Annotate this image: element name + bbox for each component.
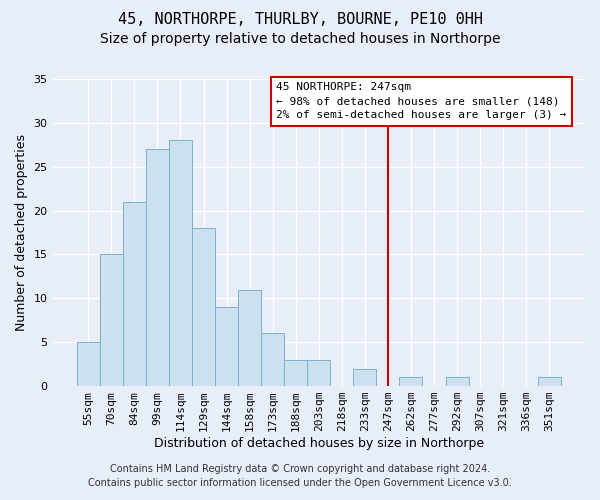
Bar [261,334,284,386]
Bar [146,149,169,386]
Bar [169,140,192,386]
Bar [353,368,376,386]
Bar [100,254,123,386]
Text: Size of property relative to detached houses in Northorpe: Size of property relative to detached ho… [100,32,500,46]
Bar [192,228,215,386]
Bar [77,342,100,386]
Bar [307,360,330,386]
Text: 45 NORTHORPE: 247sqm
← 98% of detached houses are smaller (148)
2% of semi-detac: 45 NORTHORPE: 247sqm ← 98% of detached h… [276,82,566,120]
Bar [123,202,146,386]
Y-axis label: Number of detached properties: Number of detached properties [15,134,28,331]
Bar [400,378,422,386]
Bar [446,378,469,386]
X-axis label: Distribution of detached houses by size in Northorpe: Distribution of detached houses by size … [154,437,484,450]
Text: Contains HM Land Registry data © Crown copyright and database right 2024.
Contai: Contains HM Land Registry data © Crown c… [88,464,512,487]
Bar [538,378,561,386]
Bar [238,290,261,386]
Text: 45, NORTHORPE, THURLBY, BOURNE, PE10 0HH: 45, NORTHORPE, THURLBY, BOURNE, PE10 0HH [118,12,482,28]
Bar [284,360,307,386]
Bar [215,307,238,386]
